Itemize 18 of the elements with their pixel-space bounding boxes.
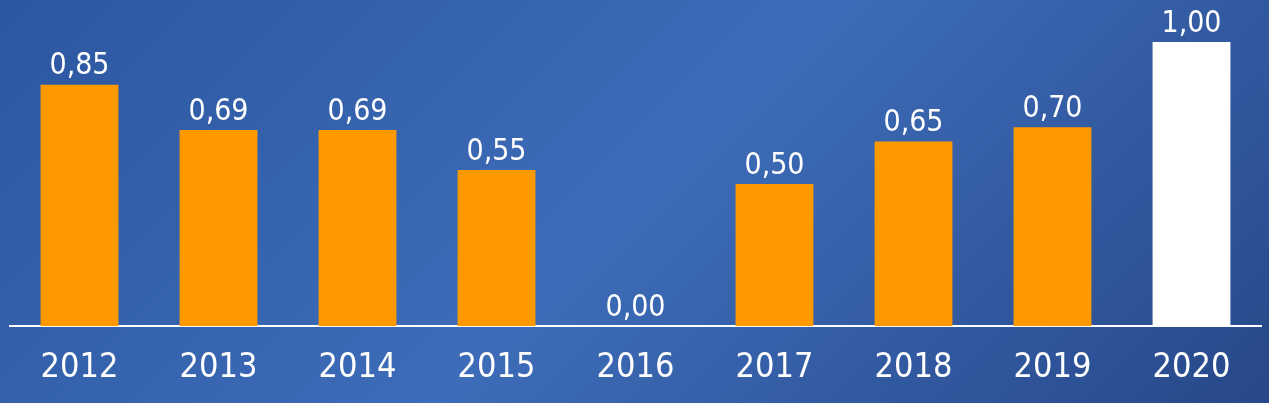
x-tick-label: 2016 (596, 345, 675, 386)
x-tick-label: 2015 (457, 345, 536, 386)
data-label: 0,65 (883, 103, 944, 139)
data-label: 0,00 (605, 288, 666, 323)
data-label: 0,69 (188, 91, 249, 127)
x-tick-label: 2013 (179, 345, 258, 386)
data-label: 0,85 (49, 46, 110, 82)
x-tick-label: 2012 (40, 345, 119, 386)
data-label: 0,55 (466, 131, 527, 167)
data-label: 1,00 (1161, 3, 1222, 39)
data-label: 0,50 (744, 145, 805, 181)
x-tick-label: 2020 (1152, 345, 1231, 386)
x-tick-label: 2019 (1013, 345, 1092, 386)
x-tick-label: 2017 (735, 345, 814, 386)
data-label: 0,69 (327, 91, 388, 127)
x-tick-label: 2018 (874, 345, 953, 386)
x-tick-label: 2014 (318, 345, 397, 386)
data-label: 0,70 (1022, 89, 1083, 125)
